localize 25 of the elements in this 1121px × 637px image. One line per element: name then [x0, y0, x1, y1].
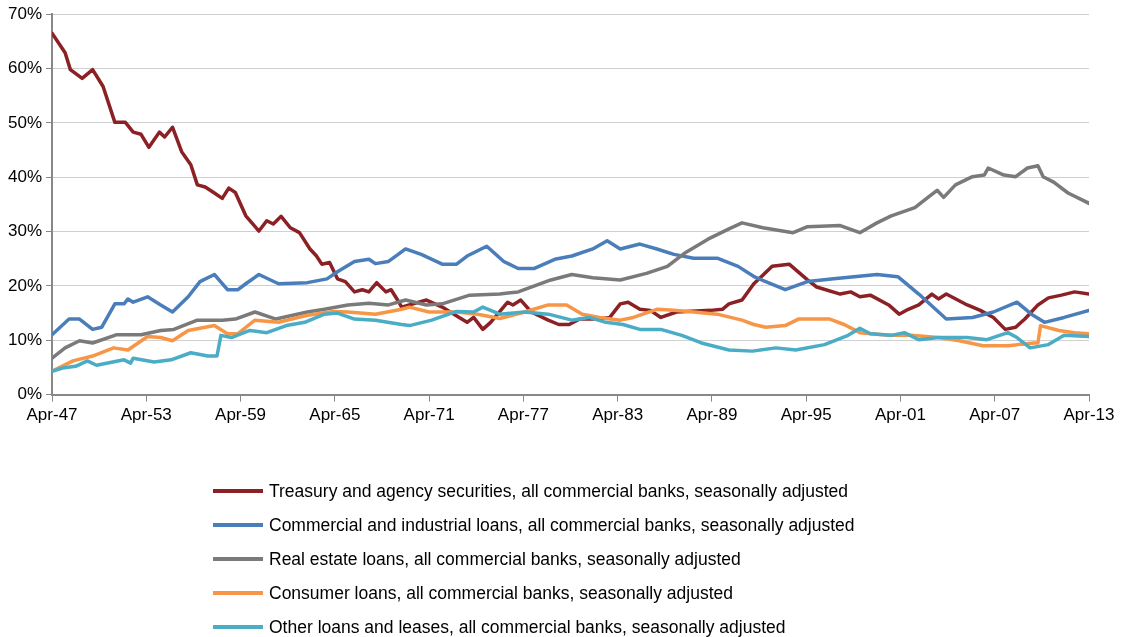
- y-tick-label: 10%: [7, 329, 43, 349]
- y-tick-label: 20%: [7, 275, 43, 295]
- x-tick-label: Apr-07: [969, 405, 1021, 425]
- x-tick-label: Apr-13: [1063, 405, 1115, 425]
- x-tick-label: Apr-59: [215, 405, 267, 425]
- y-tick-label: 30%: [7, 221, 43, 241]
- y-tick-label: 0%: [17, 384, 43, 404]
- y-tick-label: 60%: [7, 58, 43, 78]
- x-tick-label: Apr-83: [592, 405, 644, 425]
- x-tick-label: Apr-89: [686, 405, 738, 425]
- y-tick-label: 50%: [7, 112, 43, 132]
- x-tick-label: Apr-77: [497, 405, 549, 425]
- x-tick-label: Apr-47: [26, 405, 78, 425]
- x-tick-label: Apr-01: [874, 405, 926, 425]
- legend-label: Treasury and agency securities, all commercial banks, seasonally adjusted: [269, 480, 849, 502]
- x-tick-label: Apr-95: [780, 405, 832, 425]
- x-tick-label: Apr-65: [309, 405, 361, 425]
- legend-label: Commercial and industrial loans, all commercial banks, seasonally adjusted: [269, 514, 855, 536]
- legend-label: Consumer loans, all commercial banks, seasonally adjusted: [269, 582, 733, 604]
- legend-label: Real estate loans, all commercial banks, seasonally adjusted: [269, 548, 741, 570]
- legend-label: Other loans and leases, all commercial banks, seasonally adjusted: [269, 616, 786, 637]
- x-tick-label: Apr-71: [403, 405, 455, 425]
- x-tick-label: Apr-53: [120, 405, 172, 425]
- y-tick-label: 70%: [7, 3, 43, 23]
- y-tick-label: 40%: [7, 166, 43, 186]
